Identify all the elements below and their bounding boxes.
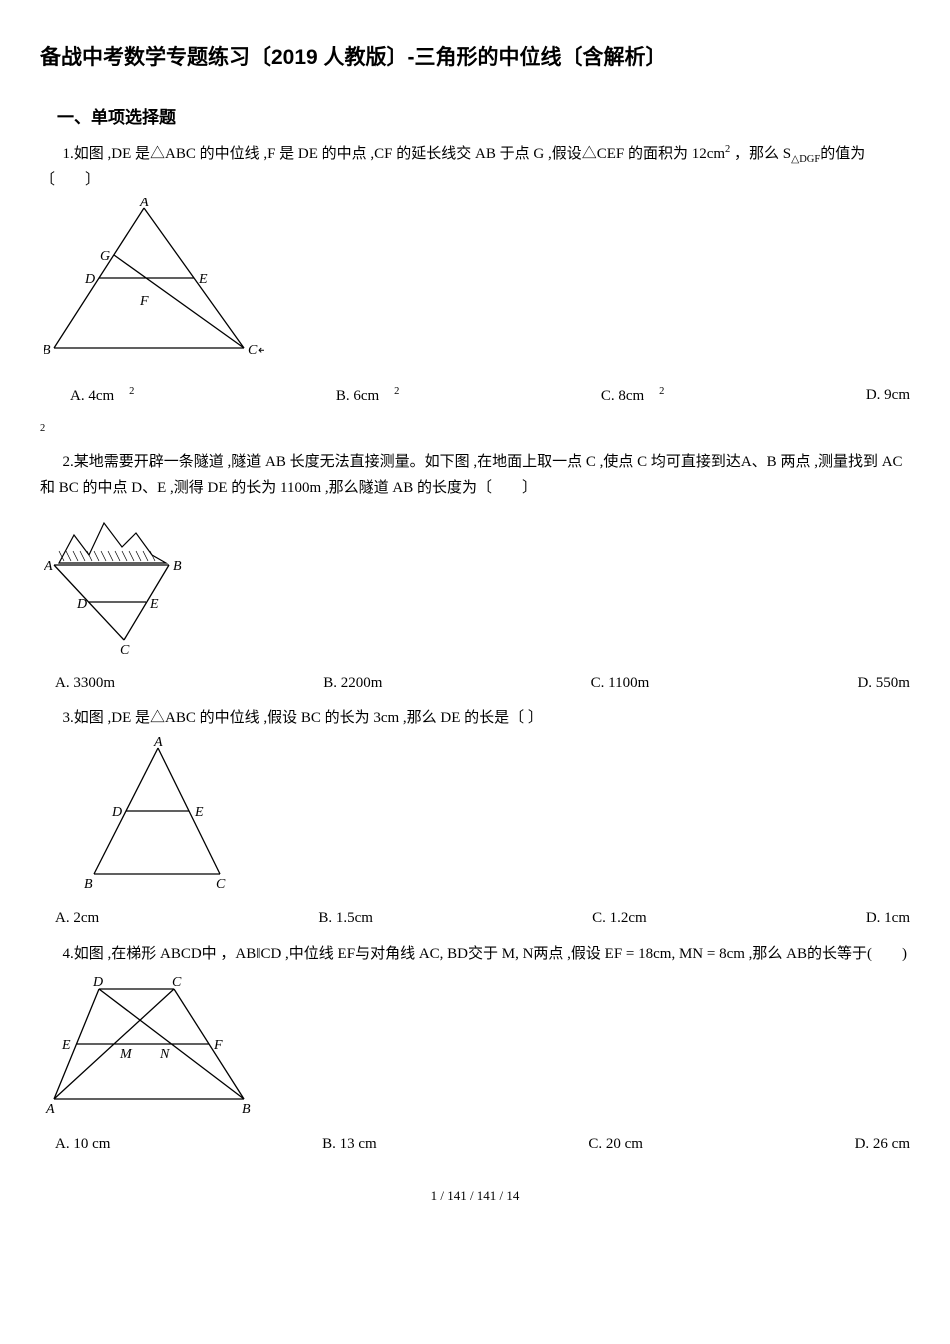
svg-text:N: N	[159, 1047, 170, 1062]
q3-options: A. 2cm B. 1.5cm C. 1.2cm D. 1cm	[40, 906, 910, 932]
q2-optD: D. 550m	[842, 671, 910, 697]
svg-text:C: C	[248, 343, 258, 358]
svg-text:C: C	[216, 877, 226, 891]
q2-optA: A. 3300m	[40, 671, 115, 697]
q1-sup-tail-val: 2	[40, 423, 45, 434]
q3-optA: A. 2cm	[40, 906, 99, 932]
svg-text:E: E	[194, 805, 204, 820]
q1-part-a: 1.如图 ,DE 是△ABC 的中位线 ,F 是 DE 的中点 ,CF 的延长线…	[63, 146, 726, 162]
q1-optB-pre: B. 6cm	[321, 384, 379, 410]
q2-text: 2.某地需要开辟一条隧道 ,隧道 AB 长度无法直接测量。如下图 ,在地面上取一…	[40, 450, 910, 501]
svg-text:C: C	[120, 643, 130, 655]
q4-options: A. 10 cm B. 13 cm C. 20 cm D. 26 cm	[40, 1132, 910, 1158]
svg-text:F: F	[139, 294, 149, 309]
q1-sup-tail: 2	[40, 420, 910, 447]
svg-text:B: B	[84, 877, 93, 891]
svg-text:E: E	[149, 597, 159, 612]
svg-text:D: D	[92, 975, 103, 990]
q3-optC: C. 1.2cm	[577, 906, 647, 932]
q1-sub: △DGF	[791, 154, 820, 165]
q4-optC: C. 20 cm	[573, 1132, 643, 1158]
svg-text:B: B	[242, 1102, 251, 1116]
q1-optD-pre: D. 9cm	[851, 383, 910, 409]
svg-text:A: A	[139, 198, 149, 210]
q2-options: A. 3300m B. 2200m C. 1100m D. 550m	[40, 671, 910, 697]
svg-text:B: B	[44, 343, 51, 358]
section-heading: 一、单项选择题	[40, 104, 910, 133]
svg-text:A: A	[44, 559, 53, 574]
q1-optC: C. 8cm2	[571, 383, 665, 410]
q3-text: 3.如图 ,DE 是△ABC 的中位线 ,假设 BC 的长为 3cm ,那么 D…	[40, 706, 910, 732]
svg-text:M: M	[119, 1047, 133, 1062]
q1-optC-pre: C. 8cm	[586, 384, 644, 410]
q1-optB-sup: 2	[379, 383, 399, 401]
q1-optB: B. 6cm2	[306, 383, 400, 410]
q1-optA: A. 4cm2	[40, 383, 134, 410]
q4-optD: D. 26 cm	[840, 1132, 910, 1158]
q1-options: A. 4cm2 B. 6cm2 C. 8cm2 D. 9cm	[40, 383, 910, 410]
q1-text: 1.如图 ,DE 是△ABC 的中位线 ,F 是 DE 的中点 ,CF 的延长线…	[40, 141, 910, 194]
q1-part-b: ，那么 S	[730, 146, 791, 162]
q4-optA: A. 10 cm	[40, 1132, 110, 1158]
svg-text:E: E	[198, 272, 208, 287]
svg-text:B: B	[173, 559, 182, 574]
q1-optA-sup: 2	[114, 383, 134, 401]
q1-optA-pre: A. 4cm	[55, 384, 114, 410]
q2-optC: C. 1100m	[576, 671, 650, 697]
q2-optB: B. 2200m	[308, 671, 382, 697]
svg-text:D: D	[84, 272, 95, 287]
q4-optB: B. 13 cm	[307, 1132, 377, 1158]
q4-text: 4.如图 ,在梯形 ABCD中 ，AB‖CD ,中位线 EF与对角线 AC, B…	[40, 942, 910, 968]
page-footer: 1 / 141 / 141 / 14	[40, 1185, 910, 1207]
svg-text:A: A	[153, 736, 163, 750]
svg-text:↵: ↵	[258, 343, 264, 357]
svg-text:D: D	[76, 597, 87, 612]
q4-figure: A B C D E F M N	[44, 971, 910, 1126]
svg-text:A: A	[45, 1102, 55, 1116]
svg-text:G: G	[100, 249, 110, 264]
svg-text:C: C	[172, 975, 182, 990]
svg-text:D: D	[111, 805, 122, 820]
q2-figure: A B C D E	[44, 505, 910, 665]
q1-optC-sup: 2	[644, 383, 664, 401]
svg-text:E: E	[61, 1038, 71, 1053]
q1-optD: D. 9cm	[836, 383, 910, 410]
q1-figure: A B C↵ D E F G	[44, 198, 910, 378]
svg-text:F: F	[213, 1038, 223, 1053]
q3-optD: D. 1cm	[851, 906, 910, 932]
q3-optB: B. 1.5cm	[303, 906, 373, 932]
page-title: 备战中考数学专题练习〔2019 人教版〕-三角形的中位线〔含解析〕	[40, 40, 910, 76]
q3-figure: A B C D E	[80, 736, 910, 901]
